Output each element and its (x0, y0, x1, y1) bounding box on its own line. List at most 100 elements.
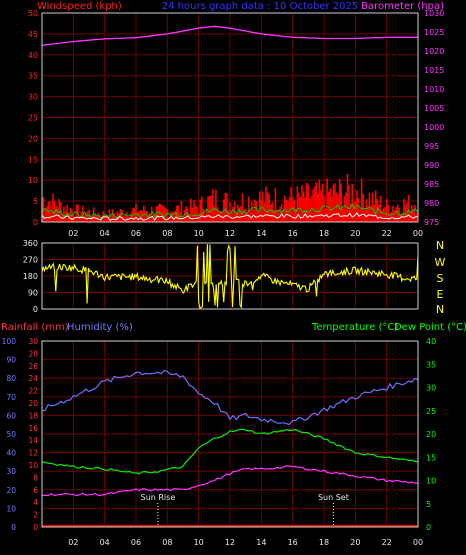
temp-tick-label: 10 (426, 477, 436, 486)
hour-tick-label: 14 (256, 538, 266, 547)
wind-barometer-panel: 0510152025303540455097598098599099510001… (28, 9, 445, 238)
direction-letter-w: W (435, 256, 446, 269)
baro-tick-label: 1015 (424, 66, 444, 75)
wind-tick-label: 30 (28, 93, 38, 102)
hour-tick-label: 20 (350, 229, 360, 238)
wind-tick-label: 45 (28, 30, 38, 39)
temperature-line (41, 428, 419, 475)
hour-tick-label: 10 (194, 538, 204, 547)
rain-tick-label: 26 (28, 362, 38, 371)
wind-tick-label: 15 (28, 155, 38, 164)
temperature-humidity-panel: 0102030405060708090100024681012141618202… (2, 337, 437, 547)
rain-tick-label: 20 (28, 399, 38, 408)
hour-tick-label: 00 (413, 229, 423, 238)
wind-direction-panel: 0 90 180 270 360 (23, 239, 419, 314)
hour-tick-label: 04 (100, 538, 110, 547)
hour-tick-label: 12 (225, 229, 235, 238)
baro-tick-label: 1025 (424, 28, 444, 37)
hour-tick-label: 02 (68, 538, 78, 547)
wind-tick-label: 0 (33, 218, 38, 227)
wind-tick-label: 40 (28, 51, 38, 60)
humidity-tick-label: 100 (2, 337, 17, 346)
hour-tick-label: 00 (413, 538, 423, 547)
rain-tick-label: 16 (28, 424, 38, 433)
temp-tick-label: 20 (426, 430, 436, 439)
hour-tick-label: 08 (162, 538, 172, 547)
rain-tick-label: 28 (28, 349, 38, 358)
humidity-tick-label: 90 (6, 356, 16, 365)
hour-tick-label: 14 (256, 229, 266, 238)
baro-tick-label: 985 (424, 180, 439, 189)
panel-frame (41, 242, 419, 310)
baro-tick-label: 990 (424, 161, 439, 170)
panel-frame (41, 12, 419, 223)
barometer-axis-title: Barometer (hpa) (361, 1, 444, 12)
direction-letter-n-top: N (436, 239, 444, 252)
humidity-tick-label: 60 (6, 411, 16, 420)
temp-tick-label: 40 (426, 337, 436, 346)
chart-title: 24 hours graph data : 10 October 2025 (162, 1, 358, 12)
wind-average-line (41, 203, 419, 219)
rain-tick-label: 8 (33, 473, 38, 482)
temp-tick-label: 5 (426, 500, 431, 509)
humidity-tick-label: 40 (6, 449, 16, 458)
direction-letter-s: S (437, 272, 444, 285)
temp-tick-label: 30 (426, 384, 436, 393)
rain-tick-label: 14 (28, 436, 38, 445)
humidity-tick-label: 0 (11, 523, 16, 532)
hour-tick-label: 10 (194, 229, 204, 238)
direction-tick-label: 360 (23, 239, 38, 248)
sun-rise-label: Sun Rise (141, 493, 176, 502)
humidity-tick-label: 30 (6, 467, 16, 476)
hour-tick-label: 16 (288, 538, 298, 547)
direction-letter-n-bottom: N (436, 303, 444, 316)
baro-tick-label: 1005 (424, 104, 444, 113)
sun-set-label: Sun Set (318, 493, 349, 502)
rain-tick-label: 6 (33, 486, 38, 495)
humidity-tick-label: 20 (6, 486, 16, 495)
baro-tick-label: 995 (424, 142, 439, 151)
dew-point-line (42, 465, 419, 497)
humidity-axis-title: Humidity (%) (67, 322, 133, 333)
hour-tick-label: 22 (382, 229, 392, 238)
hour-tick-label: 18 (319, 229, 329, 238)
rainfall-axis-title: Rainfall (mm) (1, 322, 69, 333)
humidity-tick-label: 10 (6, 504, 16, 513)
rain-tick-label: 24 (28, 374, 38, 383)
direction-tick-label: 270 (23, 256, 38, 265)
baro-tick-label: 1020 (424, 47, 444, 56)
panel-frame (41, 340, 419, 528)
baro-tick-label: 980 (424, 199, 439, 208)
wind-tick-label: 50 (28, 9, 38, 18)
rain-tick-label: 18 (28, 411, 38, 420)
wind-tick-label: 10 (28, 176, 38, 185)
temp-tick-label: 0 (426, 523, 431, 532)
wind-tick-label: 25 (28, 114, 38, 123)
barometer-line (41, 25, 418, 46)
wind-tick-label: 20 (28, 134, 38, 143)
hour-tick-label: 02 (68, 229, 78, 238)
baro-tick-label: 975 (424, 218, 439, 227)
direction-tick-label: 180 (23, 272, 38, 281)
windspeed-axis-title: Windspeed (kph) (37, 1, 122, 12)
hour-tick-label: 06 (131, 229, 141, 238)
dew-point-axis-title: Dew Point (°C) (394, 322, 466, 333)
hour-tick-label: 08 (162, 229, 172, 238)
hour-tick-label: 12 (225, 538, 235, 547)
baro-tick-label: 1010 (424, 85, 444, 94)
baro-tick-label: 1000 (424, 123, 444, 132)
rain-tick-label: 10 (28, 461, 38, 470)
temp-tick-label: 15 (426, 453, 436, 462)
hour-tick-label: 04 (100, 229, 110, 238)
rain-tick-label: 2 (33, 511, 38, 520)
rain-tick-label: 4 (33, 498, 38, 507)
direction-tick-label: 90 (28, 289, 38, 298)
humidity-line (41, 369, 419, 426)
hour-tick-label: 06 (131, 538, 141, 547)
wind-tick-label: 5 (33, 197, 38, 206)
rain-tick-label: 22 (28, 387, 38, 396)
temp-tick-label: 35 (426, 360, 436, 369)
temp-tick-label: 25 (426, 407, 436, 416)
rain-tick-label: 0 (33, 523, 38, 532)
